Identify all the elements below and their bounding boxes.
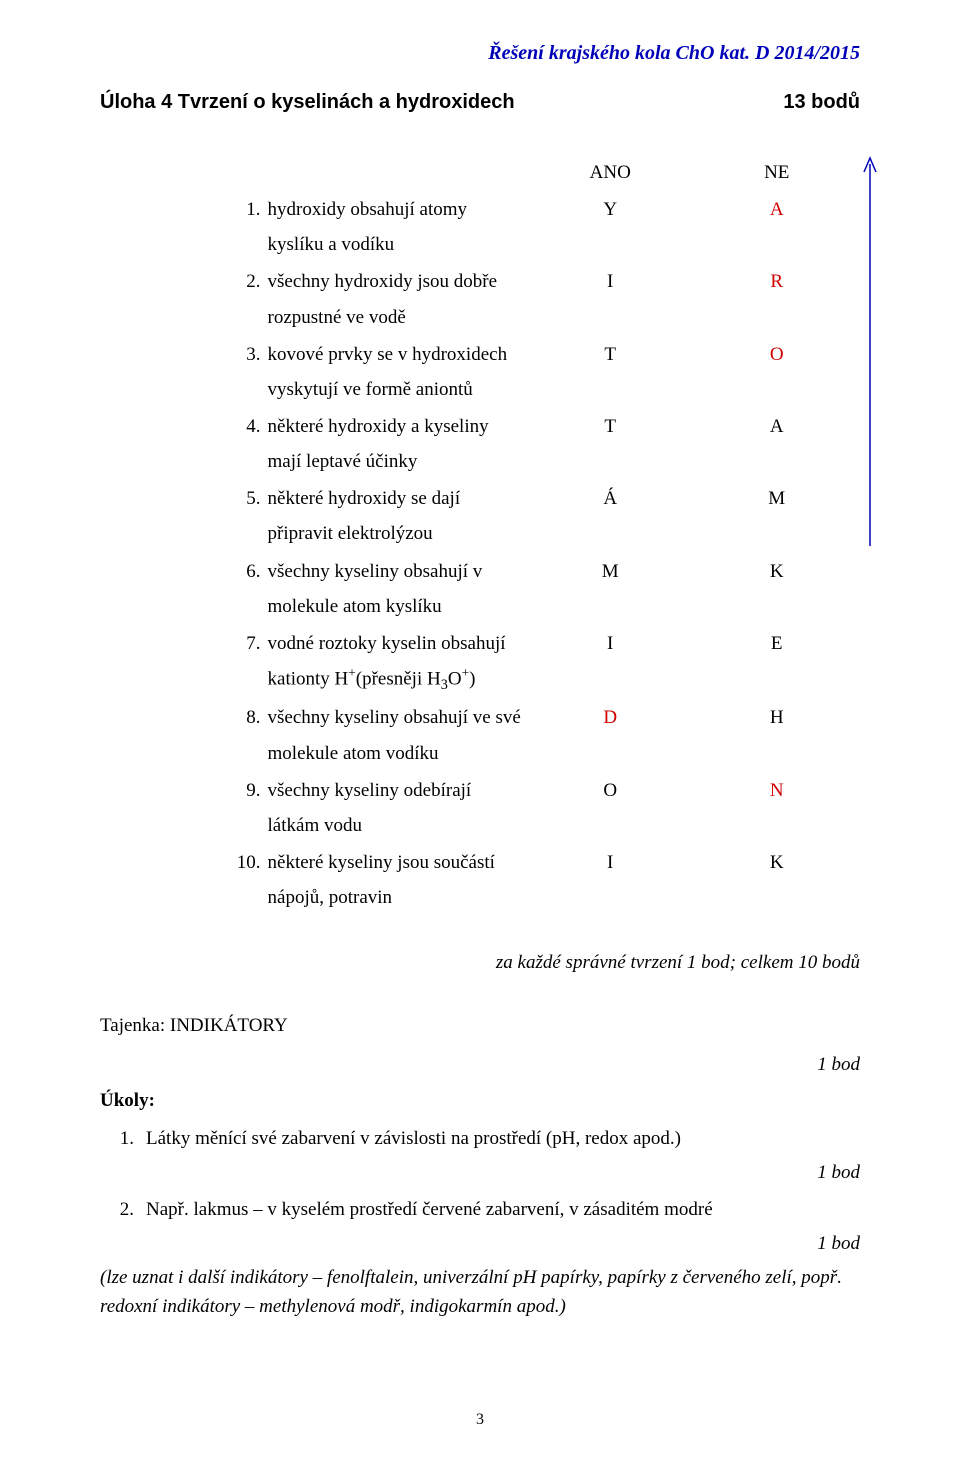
cell-ne: M [693,480,860,552]
arrow-icon [862,154,878,546]
one-point-3: 1 bod [100,1228,860,1260]
row-text: všechny kyseliny odebírají látkám vodu [267,772,527,844]
task-title-row: Úloha 4 Tvrzení o kyselinách a hydroxide… [100,91,860,114]
cell-ano: M [527,553,694,625]
row-number: 6. [100,553,267,625]
row-text: některé hydroxidy a kyseliny mají leptav… [267,408,527,480]
row-text: všechny kyseliny obsahují v molekule ato… [267,553,527,625]
quiz-table-wrap: ANO NE 1.hydroxidy obsahují atomy kyslík… [100,154,860,916]
table-row: 8.všechny kyseliny obsahují ve své molek… [100,699,860,771]
cell-ne: A [693,408,860,480]
row-text: všechny hydroxidy jsou dobře rozpustné v… [267,263,527,335]
table-row: 2.všechny hydroxidy jsou dobře rozpustné… [100,263,860,335]
row-number: 3. [100,336,267,408]
cell-ne: O [693,336,860,408]
cell-ano: Y [527,191,694,263]
footnote: (lze uznat i další indikátory – fenolfta… [100,1264,860,1321]
page: Řešení krajského kola ChO kat. D 2014/20… [0,0,960,1459]
cell-ano: Á [527,480,694,552]
task-title: Úloha 4 Tvrzení o kyselinách a hydroxide… [100,91,515,114]
cell-ne: K [693,553,860,625]
table-row: 7.vodné roztoky kyselin obsahují kationt… [100,625,860,700]
cell-ne: H [693,699,860,771]
col-ne: NE [693,154,860,191]
scoring-note: za každé správné tvrzení 1 bod; celkem 1… [100,952,860,974]
cell-ne: E [693,625,860,700]
table-row: 6.všechny kyseliny obsahují v molekule a… [100,553,860,625]
page-number: 3 [0,1411,960,1429]
row-number: 1. [100,191,267,263]
task-text: Např. lakmus – v kyselém prostředí červe… [146,1194,713,1226]
task-text: Látky měnící své zabarvení v závislosti … [146,1123,681,1155]
cell-ne: R [693,263,860,335]
cell-ano: T [527,336,694,408]
cell-ano: O [527,772,694,844]
solution-section: Tajenka: INDIKÁTORY 1 bod Úkoly: 1. Látk… [100,1010,860,1321]
cell-ano: T [527,408,694,480]
task-num: 2. [100,1194,146,1226]
table-row: 3.kovové prvky se v hydroxidech vyskytuj… [100,336,860,408]
cell-ano: I [527,844,694,916]
quiz-table: ANO NE 1.hydroxidy obsahují atomy kyslík… [100,154,860,916]
task-item-1: 1. Látky měnící své zabarvení v závislos… [100,1123,860,1155]
row-text: vodné roztoky kyselin obsahují kationty … [267,625,527,700]
cell-ano: I [527,263,694,335]
table-row: 4.některé hydroxidy a kyseliny mají lept… [100,408,860,480]
table-header-row: ANO NE [100,154,860,191]
cell-ne: N [693,772,860,844]
doc-header: Řešení krajského kola ChO kat. D 2014/20… [100,42,860,65]
col-ano: ANO [527,154,694,191]
row-number: 8. [100,699,267,771]
row-text: některé hydroxidy se dají připravit elek… [267,480,527,552]
tajenka-line: Tajenka: INDIKÁTORY [100,1010,860,1042]
task-num: 1. [100,1123,146,1155]
row-number: 5. [100,480,267,552]
row-text: kovové prvky se v hydroxidech vyskytují … [267,336,527,408]
row-number: 9. [100,772,267,844]
row-number: 4. [100,408,267,480]
row-number: 7. [100,625,267,700]
task-item-2: 2. Např. lakmus – v kyselém prostředí če… [100,1194,860,1226]
one-point-2: 1 bod [100,1157,860,1189]
row-text: některé kyseliny jsou součástí nápojů, p… [267,844,527,916]
cell-ne: A [693,191,860,263]
ukoly-label: Úkoly: [100,1085,860,1117]
row-number: 10. [100,844,267,916]
cell-ano: I [527,625,694,700]
table-row: 1.hydroxidy obsahují atomy kyslíku a vod… [100,191,860,263]
row-number: 2. [100,263,267,335]
cell-ne: K [693,844,860,916]
table-row: 5.některé hydroxidy se dají připravit el… [100,480,860,552]
row-text: hydroxidy obsahují atomy kyslíku a vodík… [267,191,527,263]
task-points: 13 bodů [783,91,860,114]
table-row: 9.všechny kyseliny odebírají látkám vodu… [100,772,860,844]
row-text: všechny kyseliny obsahují ve své molekul… [267,699,527,771]
one-point-1: 1 bod [100,1049,860,1081]
table-row: 10.některé kyseliny jsou součástí nápojů… [100,844,860,916]
cell-ano: D [527,699,694,771]
